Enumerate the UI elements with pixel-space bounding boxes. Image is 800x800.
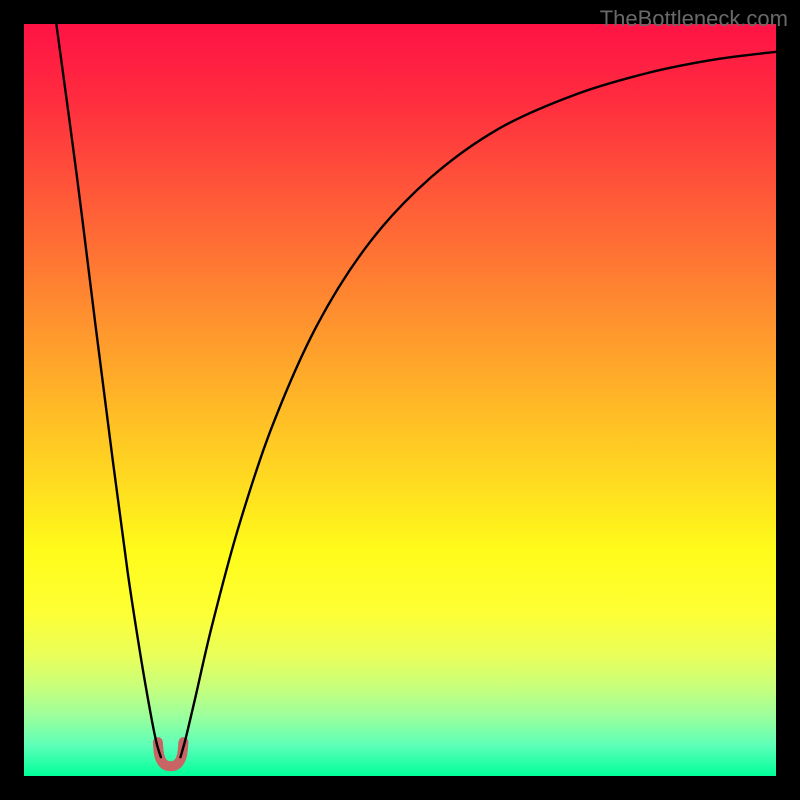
bottleneck-curve bbox=[24, 24, 776, 776]
dip-marker bbox=[158, 742, 184, 766]
curve-left-branch bbox=[56, 24, 161, 757]
chart-container: TheBottleneck.com bbox=[0, 0, 800, 800]
watermark-text: TheBottleneck.com bbox=[600, 6, 788, 32]
curve-right-branch bbox=[180, 52, 776, 757]
plot-area bbox=[24, 24, 776, 776]
